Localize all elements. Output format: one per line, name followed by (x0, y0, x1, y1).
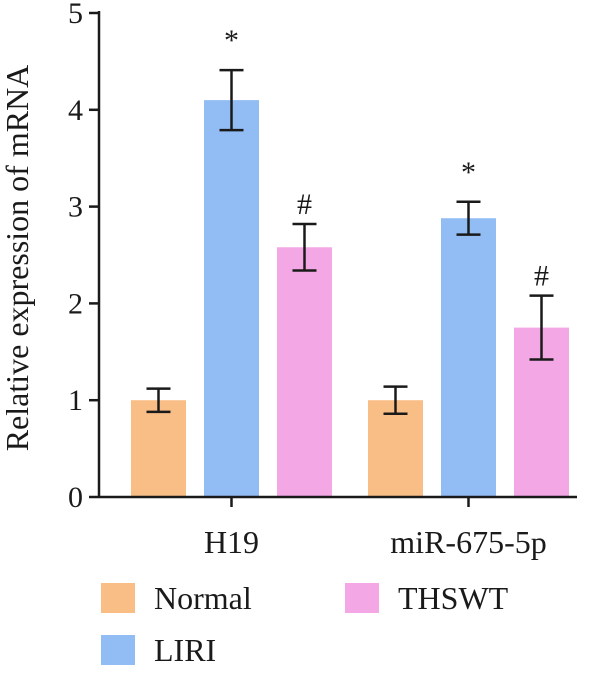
legend-item: THSWT (345, 580, 509, 616)
y-tick-label: 3 (68, 191, 83, 224)
legend-label: THSWT (398, 580, 509, 616)
bar (368, 400, 423, 497)
legend-item: LIRI (101, 632, 216, 668)
legend-label: Normal (154, 580, 252, 616)
y-axis-title: Relative expression of mRNA (0, 65, 35, 452)
bar (441, 218, 496, 497)
significance-marker: * (224, 24, 239, 57)
legend-swatch (101, 583, 135, 613)
bar (204, 100, 259, 498)
significance-marker: # (297, 188, 312, 221)
bar (277, 247, 332, 497)
bar (131, 400, 186, 497)
legend-label: LIRI (154, 632, 216, 668)
legend-swatch (101, 635, 135, 665)
plot-area: * * # # (131, 24, 569, 498)
y-axis: 0 1 2 3 4 5 (68, 0, 101, 514)
y-tick-label: 1 (68, 384, 83, 417)
x-axis: H19 miR-675-5p (99, 495, 577, 560)
legend: Normal LIRI THSWT (101, 580, 509, 668)
legend-swatch (345, 583, 379, 613)
x-category-label: H19 (204, 524, 259, 560)
legend-item: Normal (101, 580, 252, 616)
y-tick-label: 4 (68, 94, 83, 127)
y-tick-label: 2 (68, 287, 83, 320)
y-tick-label: 5 (68, 0, 83, 30)
significance-marker: * (461, 156, 476, 189)
y-tick-label: 0 (68, 481, 83, 514)
x-category-label: miR-675-5p (390, 524, 546, 560)
significance-marker: # (534, 260, 549, 293)
